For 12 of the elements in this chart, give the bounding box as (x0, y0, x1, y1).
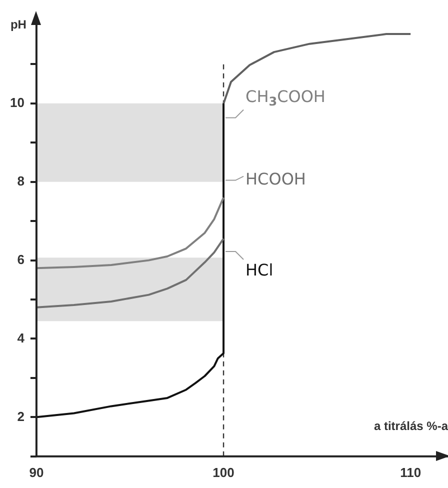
x-axis-title: a titrálás %-a (374, 419, 448, 434)
series-label: HCl (246, 260, 274, 280)
y-tick-label: 2 (17, 408, 24, 424)
x-tick-label: 100 (212, 464, 234, 480)
y-tick-label: 10 (10, 95, 24, 110)
y-axis-title: pH (10, 17, 26, 32)
x-tick-label: 90 (29, 464, 44, 480)
y-tick-label: 6 (17, 252, 24, 267)
y-tick-label: 8 (17, 173, 24, 188)
x-tick-label: 110 (400, 464, 422, 480)
y-tick-label: 4 (17, 330, 26, 346)
text: HCOOH (246, 169, 306, 188)
